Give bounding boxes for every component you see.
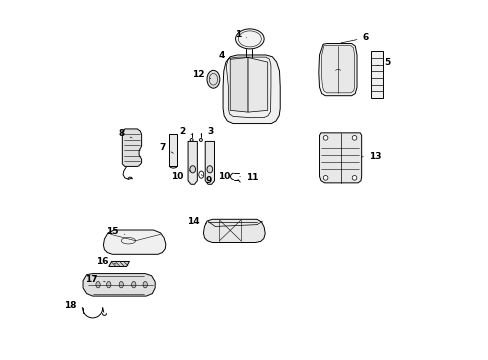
Polygon shape xyxy=(203,219,264,243)
Ellipse shape xyxy=(198,171,203,178)
Ellipse shape xyxy=(206,70,220,88)
Text: 6: 6 xyxy=(340,33,368,43)
Ellipse shape xyxy=(189,166,195,173)
Ellipse shape xyxy=(106,282,111,288)
Polygon shape xyxy=(205,141,214,184)
Ellipse shape xyxy=(119,282,123,288)
Ellipse shape xyxy=(143,282,147,288)
Ellipse shape xyxy=(131,282,136,288)
Text: 17: 17 xyxy=(85,275,105,284)
Text: 5: 5 xyxy=(376,58,389,67)
Ellipse shape xyxy=(323,135,327,140)
Text: 8: 8 xyxy=(118,129,132,138)
Ellipse shape xyxy=(351,135,356,140)
Ellipse shape xyxy=(199,139,202,141)
Polygon shape xyxy=(223,55,280,123)
Text: 10: 10 xyxy=(212,171,230,181)
Polygon shape xyxy=(108,261,129,266)
Text: 10: 10 xyxy=(171,171,190,181)
Bar xyxy=(169,134,177,166)
Ellipse shape xyxy=(96,282,100,288)
Text: 4: 4 xyxy=(218,51,230,60)
Ellipse shape xyxy=(235,29,264,49)
Polygon shape xyxy=(83,274,155,296)
Text: 3: 3 xyxy=(201,127,213,136)
Ellipse shape xyxy=(206,166,212,173)
Text: 14: 14 xyxy=(187,217,206,226)
Polygon shape xyxy=(247,58,267,112)
Polygon shape xyxy=(188,141,197,184)
Text: 7: 7 xyxy=(159,143,173,153)
Polygon shape xyxy=(319,133,361,183)
Text: 13: 13 xyxy=(361,152,381,161)
Ellipse shape xyxy=(323,176,327,180)
Polygon shape xyxy=(230,58,247,112)
Text: 18: 18 xyxy=(64,301,82,310)
Text: 11: 11 xyxy=(239,173,258,182)
Polygon shape xyxy=(103,230,165,254)
Text: 15: 15 xyxy=(106,227,124,236)
Ellipse shape xyxy=(351,176,356,180)
Text: 12: 12 xyxy=(192,71,210,80)
Text: 9: 9 xyxy=(201,175,211,185)
Text: 1: 1 xyxy=(234,30,246,39)
Bar xyxy=(370,51,382,98)
Text: 16: 16 xyxy=(96,257,116,266)
Ellipse shape xyxy=(190,139,193,141)
Polygon shape xyxy=(318,44,356,96)
Polygon shape xyxy=(321,46,354,93)
Polygon shape xyxy=(122,129,142,166)
Text: 2: 2 xyxy=(179,127,191,136)
